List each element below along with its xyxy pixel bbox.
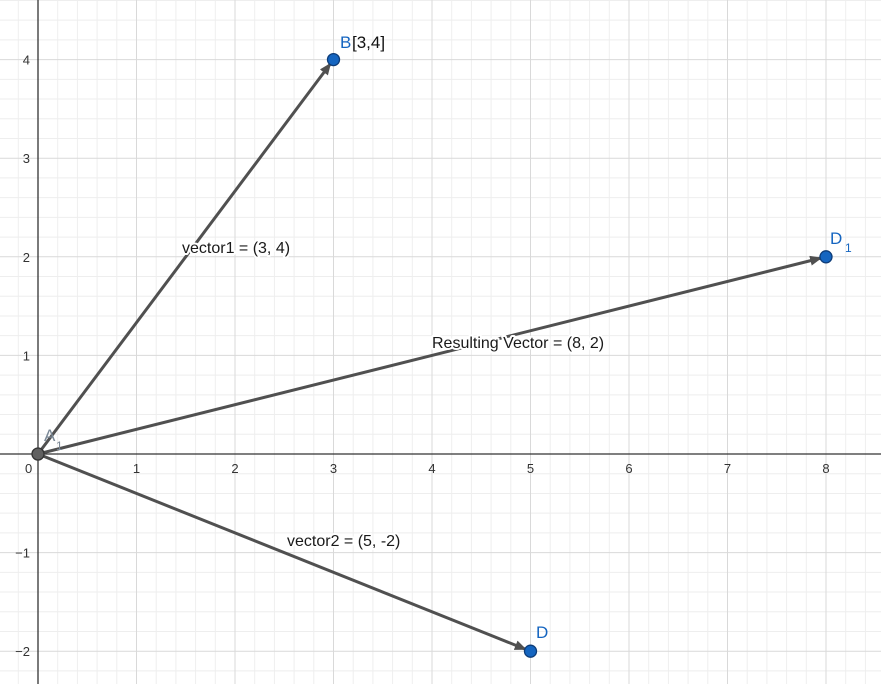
point-d1[interactable] <box>819 250 833 264</box>
y-tick-labels: −2 −1 1 2 3 4 <box>15 53 30 660</box>
point-d1-subscript: 1 <box>845 241 852 255</box>
vector2-arrow[interactable] <box>37 452 527 651</box>
vector2-label: vector2 = (5, -2) <box>287 533 400 550</box>
resulting-vector-arrow[interactable] <box>37 255 823 456</box>
x-tick-label: 2 <box>231 461 238 476</box>
point-b[interactable] <box>326 52 341 67</box>
vector1-label: vector1 = (3, 4) <box>182 240 290 257</box>
point-d-letter: D <box>536 623 548 642</box>
x-tick-label: 6 <box>625 461 632 476</box>
x-tick-label: 4 <box>428 461 435 476</box>
point-a[interactable] <box>31 447 45 461</box>
y-tick-label: 2 <box>23 250 30 265</box>
y-tick-label: 3 <box>23 151 30 166</box>
y-tick-label: 1 <box>23 348 30 363</box>
point-d1-letter: D <box>830 229 842 248</box>
point-a-subscript: 1 <box>56 439 63 453</box>
point-d[interactable] <box>523 644 538 658</box>
x-tick-label: 0 <box>25 461 32 476</box>
resulting-vector-label: Resulting Vector = (8, 2) <box>432 335 604 352</box>
point-a-label: A 1 <box>44 426 63 453</box>
x-tick-label: 3 <box>330 461 337 476</box>
point-d-label: D <box>536 623 548 642</box>
vector1-arrow[interactable] <box>36 62 332 455</box>
x-tick-label: 7 <box>724 461 731 476</box>
point-d1-label: D 1 <box>830 229 852 255</box>
point-b-label: B [3,4] <box>340 33 385 52</box>
point-b-coords: [3,4] <box>352 33 385 52</box>
x-tick-labels: 0 1 2 3 4 5 6 7 8 <box>25 461 830 476</box>
y-tick-label: 4 <box>23 53 30 68</box>
point-b-letter: B <box>340 33 351 52</box>
x-tick-label: 5 <box>527 461 534 476</box>
x-tick-label: 1 <box>133 461 140 476</box>
y-tick-label: −1 <box>15 546 30 561</box>
y-tick-label: −2 <box>15 644 30 659</box>
point-a-letter: A <box>44 426 56 445</box>
x-tick-label: 8 <box>822 461 829 476</box>
